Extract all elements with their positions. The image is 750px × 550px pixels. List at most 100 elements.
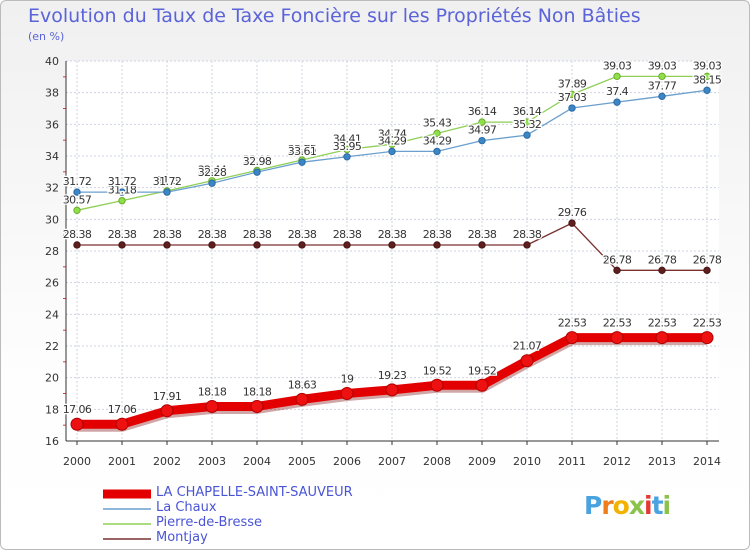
y-tick-label: 28 <box>45 245 59 258</box>
data-point-pierre-de-bresse <box>523 118 531 126</box>
data-point-montjay <box>388 241 396 249</box>
data-label-la-chaux: 37.03 <box>558 91 587 104</box>
data-label-montjay: 28.38 <box>108 228 137 241</box>
data-point-pierre-de-bresse <box>703 72 711 81</box>
data-point-montjay <box>478 241 486 249</box>
x-tick-label: 2011 <box>558 455 586 468</box>
y-tick-label: 40 <box>45 55 59 68</box>
y-tick-label: 38 <box>45 87 59 100</box>
data-point-montjay <box>163 241 171 249</box>
x-tick-label: 2014 <box>693 455 721 468</box>
data-label-montjay: 26.78 <box>603 253 632 266</box>
logo-letter: t <box>651 491 664 520</box>
data-point-la-chaux <box>118 188 126 196</box>
data-point-pierre-de-bresse <box>388 140 396 148</box>
data-point-pierre-de-bresse <box>433 129 441 138</box>
data-point-montjay <box>613 266 621 275</box>
data-label-la-chapelle: 17.06 <box>63 403 92 416</box>
data-label-pierre-de-bresse: 31.8 <box>156 174 179 187</box>
data-point-montjay <box>73 241 81 249</box>
data-point-la-chaux <box>658 92 666 101</box>
legend-label-la-chaux: La Chaux <box>156 500 217 515</box>
data-point-montjay <box>208 241 216 249</box>
data-label-la-chapelle: 19.52 <box>468 364 497 377</box>
data-point-montjay <box>658 266 666 275</box>
legend-label-la-chapelle: LA CHAPELLE-SAINT-SAUVEUR <box>156 485 353 500</box>
data-point-la-chapelle <box>115 417 129 431</box>
data-point-la-chapelle <box>610 331 624 345</box>
data-label-la-chaux: 35.32 <box>513 118 542 131</box>
data-label-pierre-de-bresse: 32.44 <box>198 164 227 177</box>
data-label-montjay: 28.38 <box>288 228 317 241</box>
data-label-la-chaux: 32.98 <box>243 155 272 168</box>
x-tick-label: 2003 <box>198 455 226 468</box>
data-label-la-chapelle: 19 <box>341 373 354 386</box>
data-point-la-chapelle <box>385 383 399 397</box>
data-point-la-chaux <box>208 179 216 187</box>
logo-letter: x <box>628 491 645 520</box>
y-tick-label: 16 <box>45 435 59 448</box>
data-label-pierre-de-bresse: 36.14 <box>513 105 542 118</box>
data-point-la-chaux <box>163 188 171 196</box>
data-label-pierre-de-bresse: 30.57 <box>63 193 92 206</box>
data-point-la-chaux <box>298 158 306 166</box>
data-label-la-chapelle: 22.53 <box>693 317 722 330</box>
data-point-la-chaux <box>478 136 486 145</box>
data-point-la-chaux <box>433 147 441 156</box>
data-point-la-chapelle <box>70 417 84 431</box>
data-label-la-chapelle: 18.63 <box>288 378 317 391</box>
data-point-montjay <box>118 241 126 249</box>
data-point-la-chaux <box>523 131 531 139</box>
data-point-la-chaux <box>253 168 261 176</box>
x-tick-label: 2007 <box>378 455 406 468</box>
data-label-montjay: 28.38 <box>468 228 497 241</box>
data-label-pierre-de-bresse: 34.41 <box>333 133 362 146</box>
data-label-la-chaux: 37.77 <box>648 79 677 92</box>
data-label-la-chapelle: 17.06 <box>108 403 137 416</box>
data-label-la-chapelle: 17.91 <box>153 390 182 403</box>
y-tick-label: 32 <box>45 182 59 195</box>
data-label-montjay: 28.38 <box>333 228 362 241</box>
legend-label-pierre-de-bresse: Pierre-de-Bresse <box>156 515 263 530</box>
logo-letter: i <box>644 491 653 520</box>
data-point-la-chapelle <box>475 378 489 392</box>
data-label-pierre-de-bresse: 31.18 <box>108 184 137 197</box>
data-point-montjay <box>568 219 576 227</box>
data-label-la-chapelle: 22.53 <box>648 317 677 330</box>
data-point-la-chapelle <box>565 331 579 345</box>
data-label-montjay: 29.76 <box>558 206 587 219</box>
data-point-montjay <box>298 241 306 249</box>
data-label-la-chapelle: 22.53 <box>558 317 587 330</box>
y-tick-label: 20 <box>45 372 59 385</box>
y-tick-label: 34 <box>45 150 59 163</box>
chart-title: Evolution du Taux de Taxe Foncière sur l… <box>28 5 641 27</box>
data-label-pierre-de-bresse: 39.03 <box>648 59 677 72</box>
y-tick-label: 26 <box>45 277 59 290</box>
data-point-la-chapelle <box>430 378 444 392</box>
data-label-montjay: 28.38 <box>378 228 407 241</box>
data-label-la-chapelle: 22.53 <box>603 317 632 330</box>
y-tick-label: 18 <box>45 403 59 416</box>
data-point-pierre-de-bresse <box>658 72 666 81</box>
data-label-la-chaux: 34.29 <box>378 134 407 147</box>
data-label-montjay: 28.38 <box>423 228 452 241</box>
data-label-pierre-de-bresse: 39.03 <box>603 59 632 72</box>
data-label-la-chaux: 38.15 <box>693 73 722 86</box>
data-label-pierre-de-bresse: 33.09 <box>243 153 272 166</box>
x-tick-label: 2000 <box>63 455 91 468</box>
x-tick-label: 2002 <box>153 455 181 468</box>
y-tick-label: 24 <box>45 308 59 321</box>
data-label-montjay: 28.38 <box>513 228 542 241</box>
data-point-la-chaux <box>343 153 351 161</box>
data-label-la-chaux: 33.95 <box>333 140 362 153</box>
data-label-pierre-de-bresse: 33.75 <box>288 143 317 156</box>
logo-letter: o <box>612 491 630 520</box>
data-label-pierre-de-bresse: 37.89 <box>558 77 587 90</box>
y-tick-label: 30 <box>45 213 59 226</box>
logo-letter: P <box>584 491 602 520</box>
data-label-la-chapelle: 21.07 <box>513 340 542 353</box>
data-point-pierre-de-bresse <box>568 90 576 99</box>
data-point-la-chapelle <box>160 404 174 418</box>
